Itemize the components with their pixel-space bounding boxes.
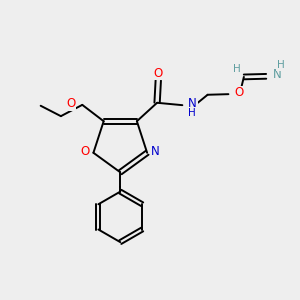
Text: O: O <box>80 145 90 158</box>
Text: O: O <box>234 86 244 100</box>
Text: O: O <box>154 67 163 80</box>
Text: O: O <box>67 97 76 110</box>
Text: N: N <box>188 98 197 110</box>
Text: N: N <box>151 145 160 158</box>
Text: H: H <box>188 109 196 118</box>
Text: N: N <box>273 68 281 81</box>
Text: H: H <box>232 64 240 74</box>
Text: H: H <box>277 60 284 70</box>
